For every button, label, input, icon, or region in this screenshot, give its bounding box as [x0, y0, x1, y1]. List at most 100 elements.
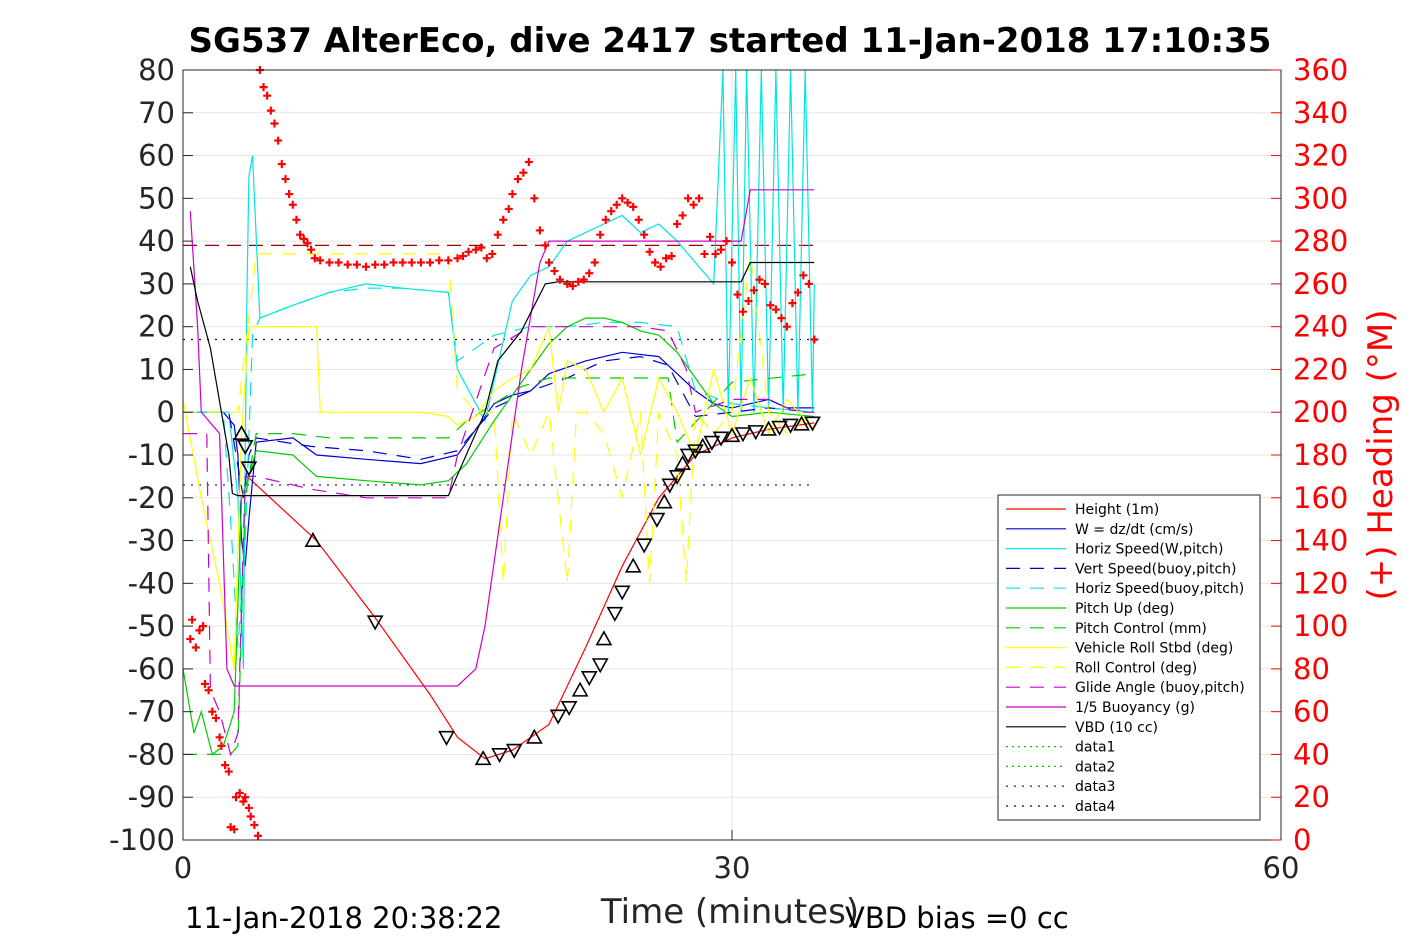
heading-plus [380, 260, 389, 269]
heading-plus [211, 714, 220, 723]
heading-point [299, 234, 308, 243]
heading-plus [717, 245, 726, 254]
y2-tick-label: 240 [1293, 310, 1348, 344]
heading-point [232, 793, 241, 802]
heading-point [634, 215, 643, 224]
legend-entry: 1/5 Buoyancy (g) [1075, 700, 1195, 716]
heading-point [722, 237, 731, 246]
heading-plus [254, 831, 263, 840]
heading-point [568, 282, 577, 291]
heading-plus [416, 258, 425, 267]
heading-point [793, 288, 802, 297]
heading-plus [629, 202, 638, 211]
legend-entry: VBD (10 cc) [1075, 720, 1158, 736]
height-triangle-marker [703, 435, 721, 451]
heading-point [563, 279, 572, 288]
heading-plus [651, 258, 660, 267]
heading-plus [488, 249, 497, 258]
heading-point [215, 733, 224, 742]
y-tick-label: 20 [138, 310, 175, 344]
height-triangle-marker [679, 448, 697, 464]
legend-entry: data4 [1075, 799, 1116, 815]
heading-plus [389, 258, 398, 267]
heading-point [590, 258, 599, 267]
heading-point [601, 215, 610, 224]
heading-point [288, 200, 297, 209]
heading-plus [782, 322, 791, 331]
y2-tick-label: 200 [1293, 395, 1348, 429]
height-triangle-marker [240, 461, 258, 477]
heading-plus [749, 286, 758, 295]
heading-point [777, 314, 786, 323]
heading-plus [477, 243, 486, 252]
height-triangle-marker [747, 425, 765, 441]
heading-plus [266, 106, 275, 115]
heading-point [535, 226, 544, 235]
heading-point [477, 243, 486, 252]
height-triangle-marker [595, 630, 613, 646]
heading-plus [200, 679, 209, 688]
height-triangle-marker [782, 418, 799, 434]
legend-entry: W = dz/dt (cm/s) [1075, 522, 1194, 538]
height-triangle-marker [760, 420, 777, 436]
y2-tick-label: 160 [1293, 481, 1348, 515]
heading-plus [246, 812, 255, 821]
heading-point [612, 200, 621, 209]
heading-plus [550, 267, 559, 276]
heading-point [277, 160, 286, 169]
heading-plus [788, 299, 797, 308]
heading-point [352, 260, 361, 269]
height-triangle-marker [505, 743, 523, 759]
height-triangle-marker [571, 681, 589, 697]
height-triangle-marker [580, 671, 598, 687]
heading-plus [310, 254, 319, 263]
heading-plus [612, 200, 621, 209]
legend-entry: Glide Angle (buoy,pitch) [1075, 680, 1245, 696]
heading-points [186, 66, 819, 840]
height-triangle-marker [438, 730, 455, 746]
heading-point [471, 245, 480, 254]
heading-plus [499, 215, 508, 224]
y-tick-label: -60 [128, 652, 175, 686]
heading-point [416, 258, 425, 267]
heading-plus [270, 119, 279, 128]
y-tick-label: 70 [138, 96, 175, 130]
height-markers [233, 415, 821, 766]
height-triangle-marker [674, 454, 691, 470]
heading-plus [700, 249, 709, 258]
y-tick-label: 10 [138, 352, 175, 386]
heading-plus [777, 314, 786, 323]
y-tick-label: -40 [128, 566, 175, 600]
heading-point [766, 301, 775, 310]
heading-plus [277, 160, 286, 169]
heading-point [407, 258, 416, 267]
heading-plus [645, 247, 654, 256]
y2-tick-label: 20 [1293, 780, 1330, 814]
heading-point [235, 788, 244, 797]
heading-plus [191, 643, 200, 652]
heading-point [640, 230, 649, 239]
height-triangle-marker [661, 478, 679, 494]
height-triangle-marker [526, 728, 543, 744]
chart-title: SG537 AlterEco, dive 2417 started 11-Jan… [189, 21, 1272, 61]
y2-tick-label: 80 [1293, 652, 1330, 686]
heading-point [186, 634, 195, 643]
heading-point [285, 190, 294, 199]
heading-point [263, 91, 272, 100]
heading-plus [217, 741, 226, 750]
heading-plus [493, 230, 502, 239]
heading-point [524, 157, 533, 166]
legend-entry: Horiz Speed(buoy,pitch) [1075, 581, 1244, 597]
y-tick-label: -10 [128, 438, 175, 472]
heading-plus [281, 175, 290, 184]
heading-point [585, 269, 594, 278]
heading-plus [623, 198, 632, 207]
heading-point [607, 207, 616, 216]
heading-point [246, 812, 255, 821]
heading-point [188, 615, 197, 624]
heading-point [453, 254, 462, 263]
heading-point [695, 194, 704, 203]
y-tick-label: 60 [138, 139, 175, 173]
x-tick-label: 60 [1263, 851, 1300, 885]
heading-point [482, 254, 491, 263]
